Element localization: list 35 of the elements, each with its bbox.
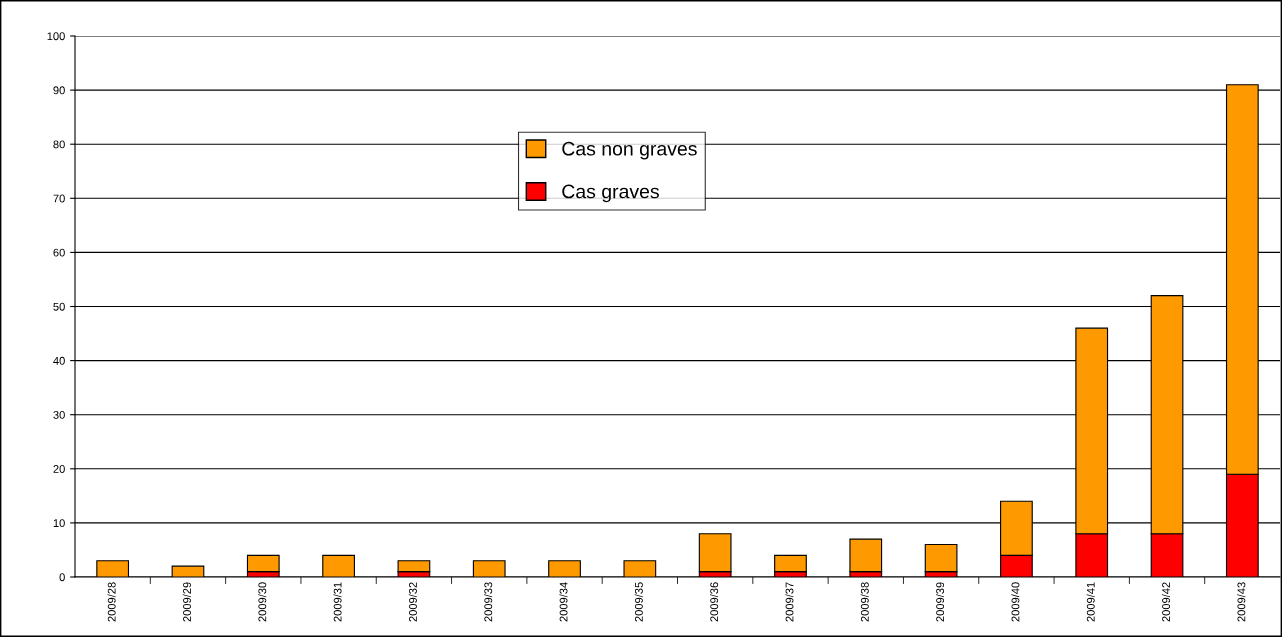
bar — [924, 543, 958, 573]
x-tick-label: 2009/39 — [935, 582, 945, 622]
y-tick-label: 20 — [53, 465, 65, 473]
y-tick-label: 80 — [53, 140, 65, 149]
y-tick-label: 40 — [53, 356, 65, 365]
y-tick-label: 100 — [47, 32, 65, 41]
x-tick-label: 2009/41 — [1086, 582, 1095, 622]
y-tick-label: 90 — [53, 86, 65, 95]
x-tick-label: 2009/43 — [1237, 582, 1246, 622]
bar — [774, 554, 807, 573]
legend-label: Cas non graves — [562, 141, 697, 160]
x-tick-label: 2009/29 — [182, 582, 191, 622]
x-tick-label: 2009/42 — [1161, 582, 1171, 622]
y-tick-label: 10 — [53, 519, 65, 528]
x-tick-label: 2009/35 — [634, 582, 643, 622]
x-tick-label: 2009/32 — [408, 582, 417, 622]
y-tick-label: 70 — [53, 194, 65, 203]
bar — [849, 538, 883, 573]
x-tick-label: 2009/28 — [107, 582, 116, 622]
x-tick-label: 2009/30 — [258, 582, 267, 622]
x-tick-label: 2009/40 — [1011, 582, 1020, 622]
legend-label: Cas graves — [562, 184, 659, 203]
y-tick-label: 0 — [59, 573, 65, 582]
x-tick-label: 2009/36 — [709, 582, 719, 622]
y-tick-label: 30 — [53, 410, 65, 419]
bar — [397, 560, 431, 573]
x-tick-label: 2009/33 — [484, 582, 493, 622]
x-tick-label: 2009/37 — [785, 582, 794, 622]
x-tick-label: 2009/31 — [333, 582, 342, 622]
bar — [246, 554, 280, 573]
bar — [698, 533, 732, 573]
y-tick-label: 50 — [53, 302, 65, 311]
y-tick-label: 60 — [53, 248, 65, 257]
x-tick-label: 2009/34 — [559, 582, 568, 622]
x-tick-label: 2009/38 — [860, 582, 869, 622]
